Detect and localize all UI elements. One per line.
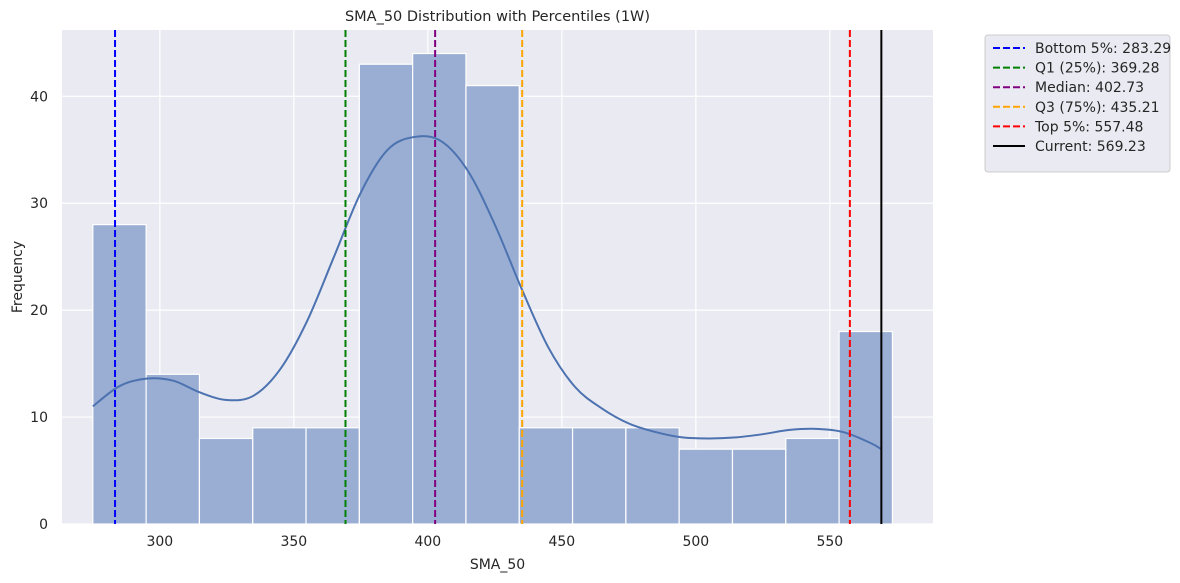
legend-box: [984, 34, 1171, 173]
y-axis-label: Frequency: [10, 241, 26, 313]
histogram-bar: [412, 52, 467, 525]
histogram-bar: [305, 427, 360, 525]
histogram-bar: [731, 448, 787, 525]
histogram-bar: [678, 448, 734, 525]
x-tick-label: 500: [682, 534, 709, 550]
legend-label: Bottom 5%: 283.29: [1035, 41, 1171, 57]
kde-curve: [92, 135, 882, 451]
histogram-bar: [465, 85, 520, 525]
legend-label: Median: 402.73: [1035, 80, 1144, 96]
y-tick-label: 0: [39, 517, 48, 533]
histogram-bars: [92, 52, 893, 525]
legend-label: Top 5%: 557.48: [1034, 119, 1143, 135]
legend-label: Q3 (75%): 435.21: [1035, 100, 1160, 116]
histogram-bar: [252, 427, 307, 525]
x-tick-label: 450: [548, 534, 575, 550]
x-axis-label: SMA_50: [470, 557, 525, 573]
histogram-bar: [518, 427, 574, 525]
legend: Bottom 5%: 283.29 Q1 (25%): 369.28 Median:…: [984, 34, 1171, 173]
legend-items: Bottom 5%: 283.29 Q1 (25%): 369.28 Median:…: [993, 41, 1171, 155]
histogram-bar: [625, 427, 680, 525]
legend-label: Q1 (25%): 369.28: [1035, 61, 1160, 77]
x-tick-label: 300: [146, 534, 173, 550]
y-tick-label: 10: [30, 410, 48, 426]
x-tick-label: 350: [280, 534, 307, 550]
histogram-bar: [785, 437, 840, 525]
histogram-bar: [838, 330, 893, 525]
legend-label: Current: 569.23: [1035, 139, 1146, 155]
percentile-lines: [114, 30, 883, 524]
histogram-bar: [145, 373, 201, 525]
chart-title: SMA_50 Distribution with Percentiles (1W…: [345, 9, 650, 25]
histogram-bar: [92, 224, 147, 525]
histogram-bar: [571, 427, 627, 525]
y-axis-ticks: 0 10 20 30 40: [30, 89, 48, 533]
y-tick-label: 30: [30, 196, 48, 212]
histogram-bar: [358, 63, 414, 525]
histogram-bar: [198, 437, 254, 525]
x-tick-label: 400: [414, 534, 441, 550]
y-tick-label: 20: [30, 303, 48, 319]
x-axis-ticks: 300 350 400 450 500 550: [146, 534, 843, 550]
x-tick-label: 550: [816, 534, 843, 550]
y-tick-label: 40: [30, 89, 48, 105]
